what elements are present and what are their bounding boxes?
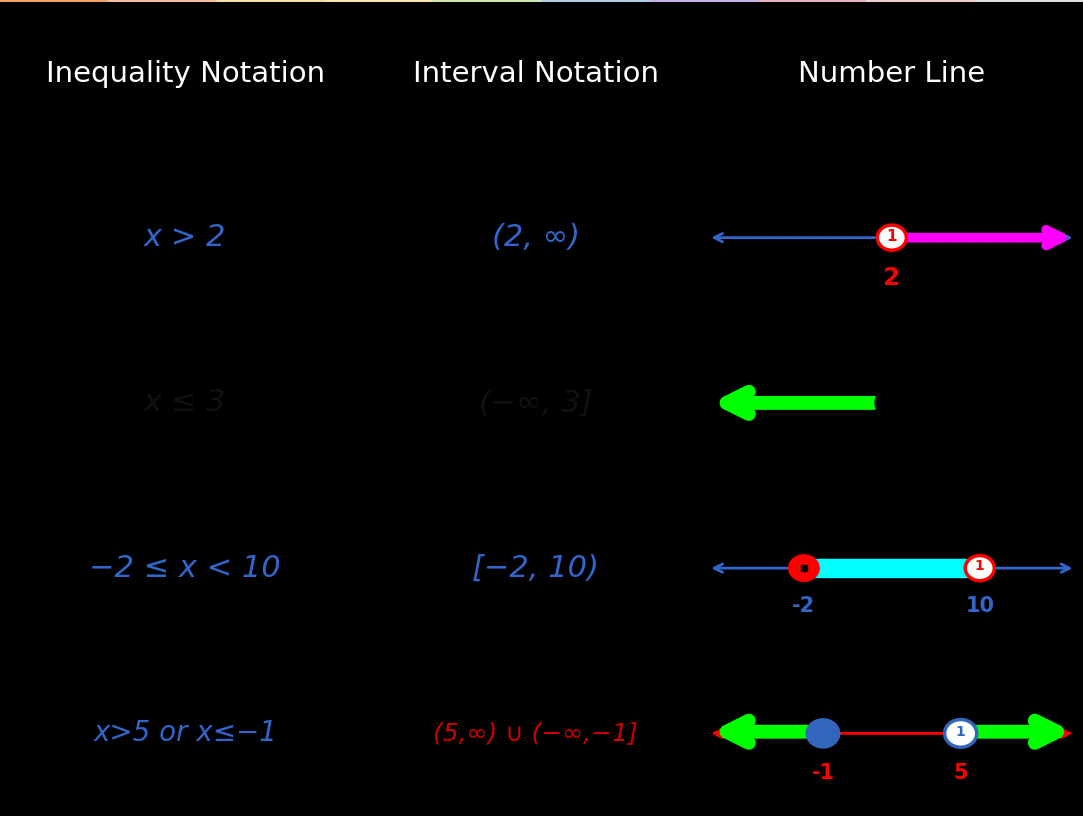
Text: (5,∞) ∪ (−∞,−1]: (5,∞) ∪ (−∞,−1] [433, 721, 638, 745]
Text: (2, ∞): (2, ∞) [492, 223, 579, 252]
Bar [701, 155, 1083, 320]
Bar [0, 0, 108, 2]
Circle shape [876, 389, 908, 417]
Text: 2: 2 [883, 266, 901, 290]
Circle shape [807, 720, 839, 747]
Text: 1: 1 [975, 560, 984, 574]
Bar [433, 0, 542, 2]
Bar [701, 651, 1083, 816]
Bar [650, 0, 758, 2]
Circle shape [965, 556, 994, 581]
Bar [542, 0, 650, 2]
Bar [758, 0, 866, 2]
Text: Number Line: Number Line [798, 60, 986, 88]
Circle shape [944, 720, 977, 747]
Text: 10: 10 [965, 596, 994, 616]
Text: Inequality Notation: Inequality Notation [45, 60, 325, 88]
Text: x>5 or x≤−1: x>5 or x≤−1 [93, 720, 277, 747]
Text: [−2, 10): [−2, 10) [472, 553, 599, 583]
Bar [217, 0, 325, 2]
Circle shape [790, 556, 819, 581]
Text: 3: 3 [883, 431, 901, 455]
Text: 1: 1 [956, 725, 966, 738]
Text: 5: 5 [953, 763, 968, 783]
Text: x ≤ 3: x ≤ 3 [144, 388, 226, 418]
Bar [108, 0, 217, 2]
Bar [325, 0, 433, 2]
Text: x > 2: x > 2 [144, 223, 226, 252]
Bar [701, 486, 1083, 651]
Text: 1: 1 [887, 228, 897, 243]
Text: −2 ≤ x < 10: −2 ≤ x < 10 [90, 553, 280, 583]
Bar [866, 0, 975, 2]
Bar [701, 320, 1083, 486]
Circle shape [877, 225, 906, 251]
Text: -1: -1 [811, 763, 835, 783]
Text: (−∞, 3]: (−∞, 3] [479, 388, 592, 418]
Text: Interval Notation: Interval Notation [413, 60, 658, 88]
Text: -2: -2 [793, 596, 815, 616]
Bar [975, 0, 1083, 2]
